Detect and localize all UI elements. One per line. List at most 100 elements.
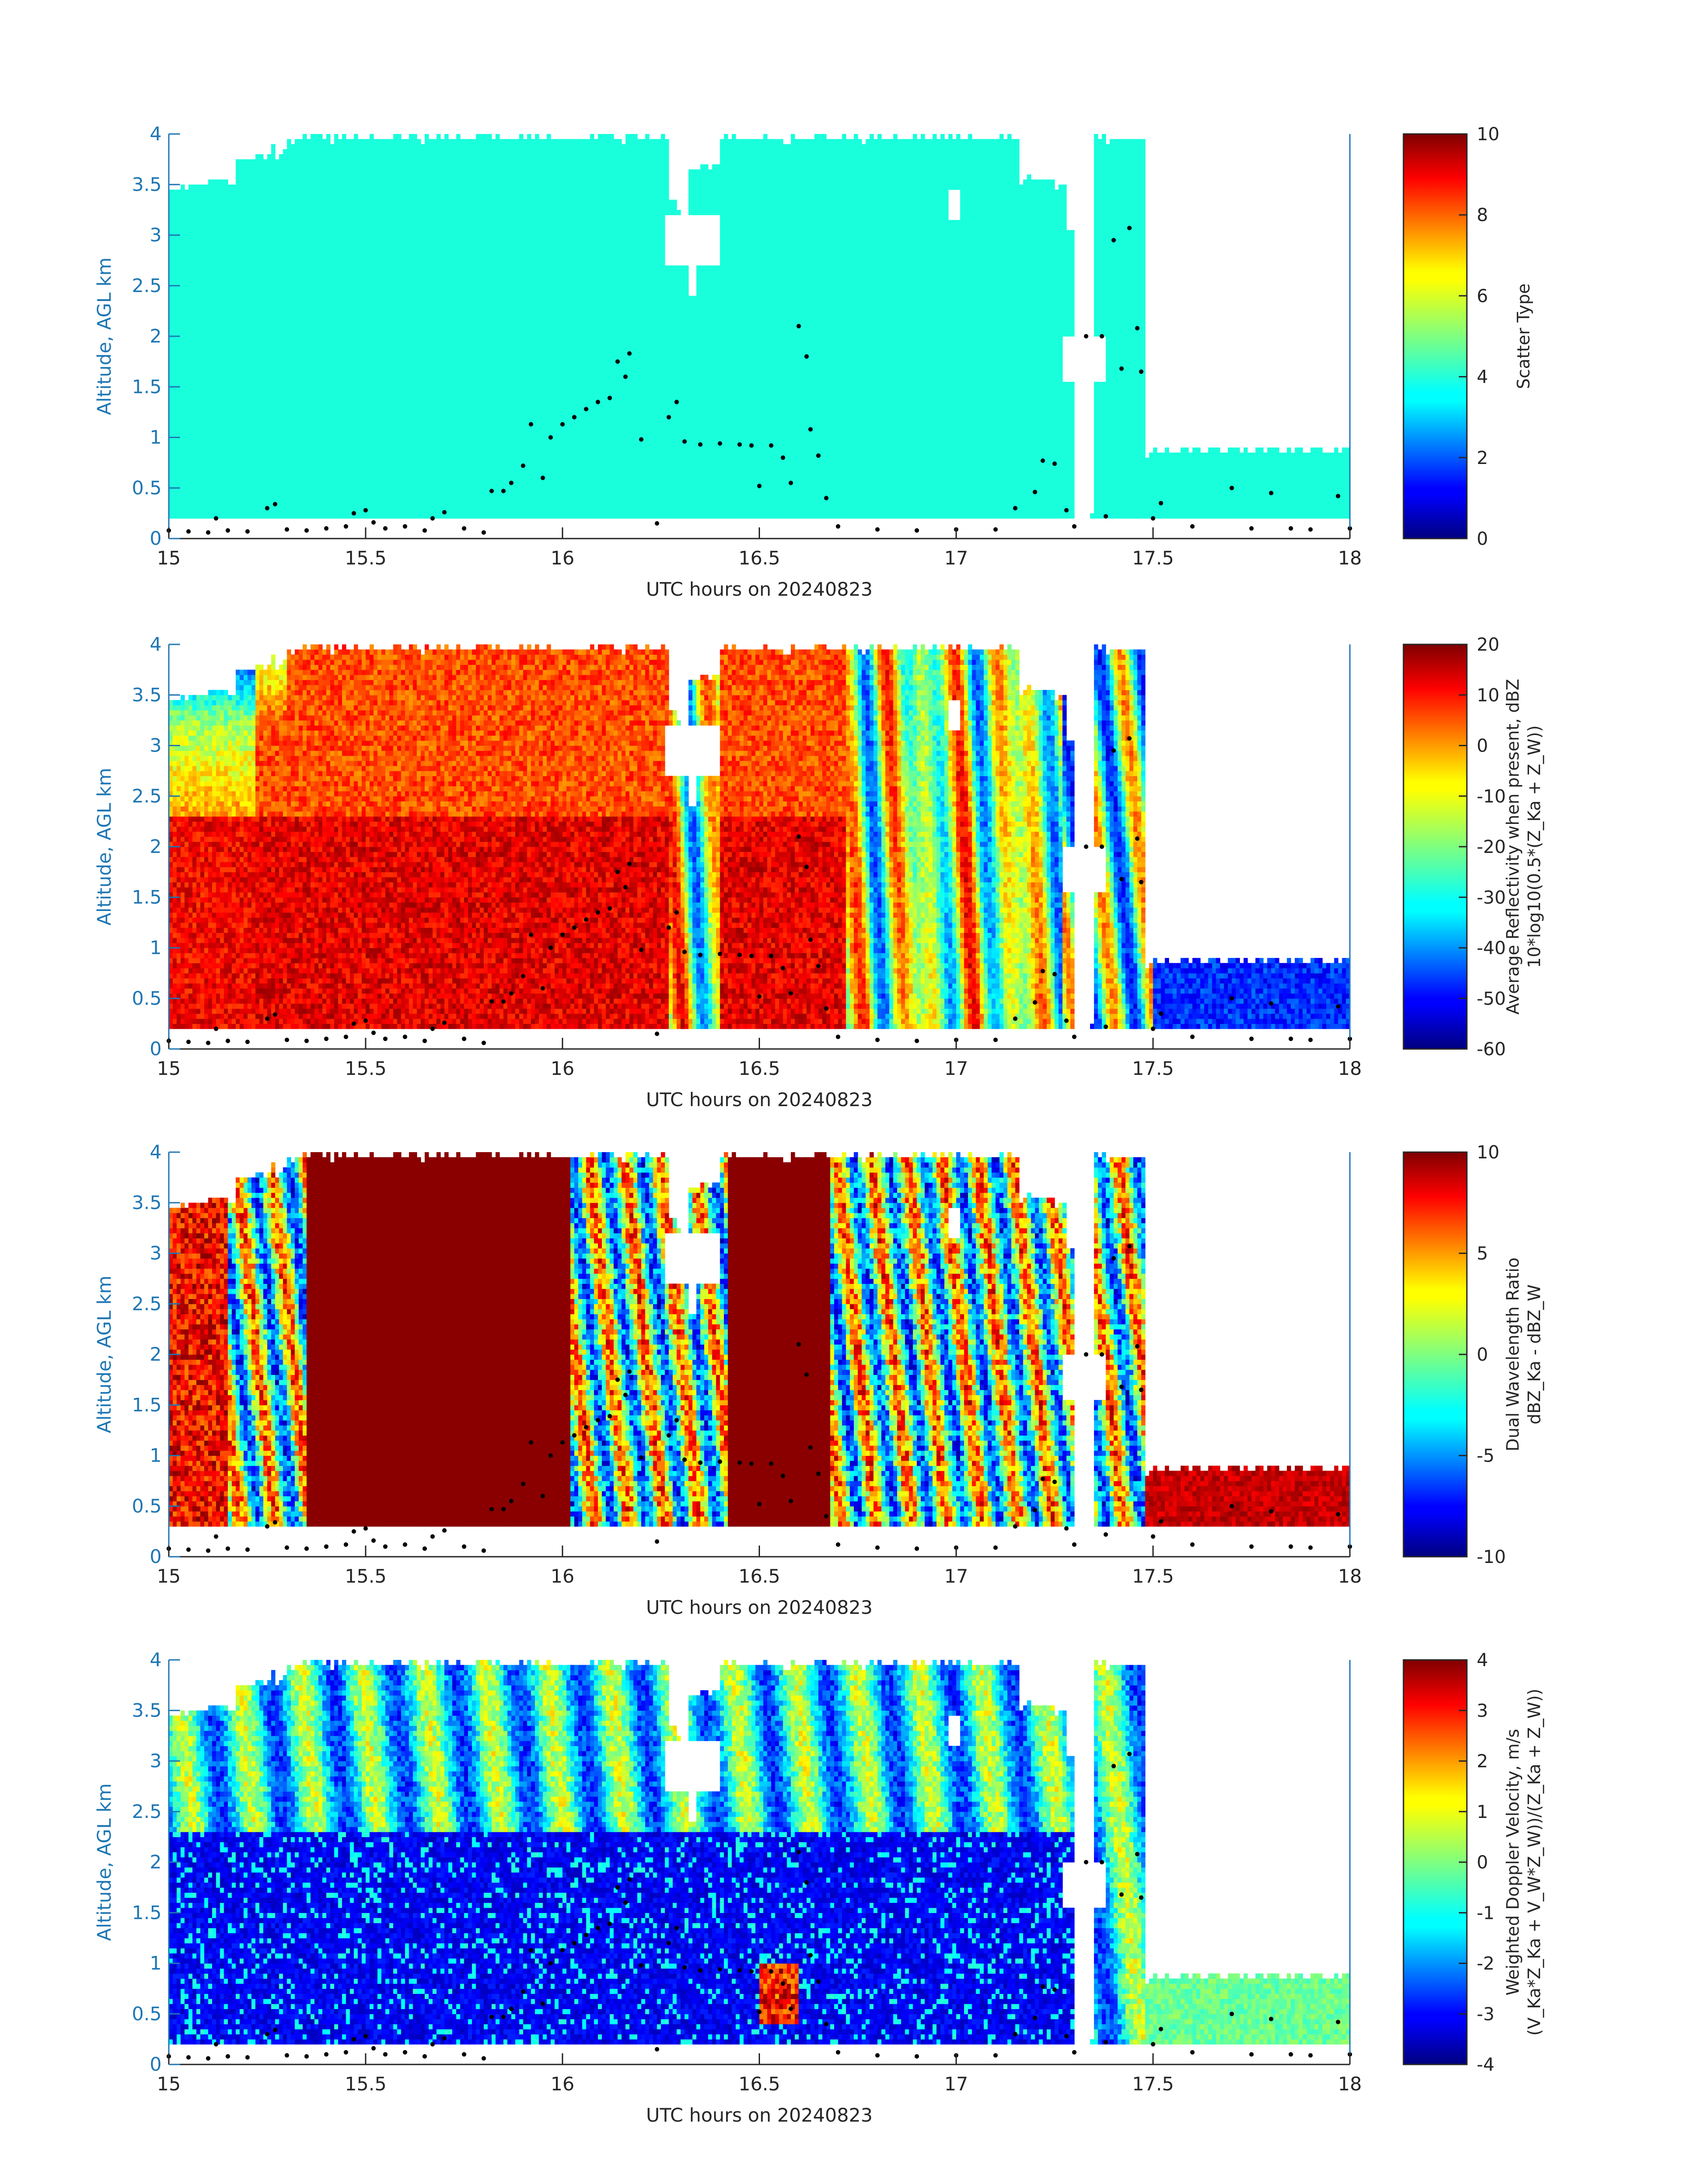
- heatmap-cell: [244, 493, 248, 498]
- heatmap-cell: [192, 372, 196, 377]
- heatmap-cell: [208, 190, 212, 195]
- heatmap-cell: [224, 306, 228, 311]
- heatmap-cell: [244, 265, 248, 271]
- heatmap-cell: [220, 316, 224, 322]
- heatmap-cell: [220, 331, 224, 337]
- heatmap-cell: [224, 200, 228, 205]
- heatmap-cell: [224, 432, 228, 438]
- heatmap-cell: [177, 190, 181, 195]
- heatmap-cell: [251, 503, 255, 509]
- heatmap-cell: [173, 356, 177, 362]
- heatmap-cell: [228, 362, 232, 367]
- heatmap-cell: [208, 468, 212, 473]
- heatmap-cell: [224, 498, 228, 503]
- heatmap-cell: [247, 503, 251, 509]
- heatmap-cell: [240, 280, 244, 286]
- heatmap-cell: [244, 402, 248, 407]
- heatmap-cell: [204, 321, 208, 326]
- heatmap-cell: [232, 316, 236, 322]
- heatmap-cell: [173, 351, 177, 357]
- heatmap-cell: [232, 362, 236, 367]
- heatmap-cell: [232, 503, 236, 509]
- heatmap-cell: [192, 483, 196, 488]
- heatmap-cell: [212, 387, 216, 392]
- heatmap-cell: [177, 422, 181, 428]
- heatmap-cell: [240, 301, 244, 306]
- heatmap-cell: [173, 265, 177, 271]
- heatmap-cell: [240, 331, 244, 337]
- heatmap-cell: [192, 220, 196, 226]
- heatmap-cell: [224, 245, 228, 251]
- heatmap-cell: [220, 326, 224, 331]
- heatmap-cell: [196, 306, 200, 311]
- heatmap-cell: [247, 321, 251, 326]
- heatmap-cell: [192, 184, 196, 190]
- heatmap-cell: [196, 473, 200, 478]
- heatmap-cell: [188, 230, 192, 235]
- heatmap-cell: [216, 200, 220, 205]
- heatmap-cell: [232, 210, 236, 215]
- heatmap-cell: [228, 397, 232, 402]
- heatmap-cell: [224, 205, 228, 210]
- heatmap-cell: [208, 443, 212, 448]
- heatmap-cell: [173, 422, 177, 428]
- heatmap-cell: [173, 200, 177, 205]
- heatmap-cell: [180, 493, 184, 498]
- heatmap-cell: [240, 220, 244, 226]
- heatmap-cell: [184, 473, 188, 478]
- heatmap-cell: [247, 362, 251, 367]
- heatmap-cell: [220, 220, 224, 226]
- heatmap-cell: [236, 382, 240, 387]
- heatmap-cell: [196, 260, 200, 266]
- heatmap-cell: [228, 235, 232, 241]
- heatmap-cell: [212, 296, 216, 301]
- heatmap-cell: [208, 508, 212, 514]
- heatmap-cell: [177, 417, 181, 422]
- heatmap-cell: [177, 245, 181, 251]
- heatmap-cell: [204, 443, 208, 448]
- heatmap-cell: [232, 240, 236, 246]
- heatmap-cell: [184, 341, 188, 347]
- heatmap-cell: [236, 230, 240, 235]
- heatmap-cell: [208, 372, 212, 377]
- heatmap-cell: [204, 356, 208, 362]
- heatmap-cell: [212, 271, 216, 276]
- heatmap-cell: [173, 488, 177, 493]
- heatmap-cell: [251, 387, 255, 392]
- heatmap-cell: [180, 205, 184, 210]
- heatmap-cell: [200, 438, 205, 443]
- heatmap-cell: [236, 225, 240, 230]
- heatmap-cell: [244, 508, 248, 514]
- heatmap-cell: [180, 422, 184, 428]
- heatmap-cell: [220, 407, 224, 413]
- heatmap-cell: [188, 503, 192, 509]
- heatmap-cell: [184, 190, 188, 195]
- heatmap-cell: [192, 200, 196, 205]
- heatmap-cell: [204, 220, 208, 226]
- heatmap-cell: [220, 225, 224, 230]
- heatmap-cell: [236, 169, 240, 175]
- heatmap-cell: [244, 447, 248, 453]
- heatmap-cell: [204, 488, 208, 493]
- heatmap-cell: [184, 392, 188, 397]
- heatmap-cell: [251, 478, 255, 483]
- heatmap-cell: [236, 260, 240, 266]
- heatmap-cell: [220, 508, 224, 514]
- heatmap-cell: [208, 296, 212, 301]
- heatmap-cell: [192, 417, 196, 422]
- heatmap-cell: [236, 286, 240, 291]
- heatmap-cell: [192, 286, 196, 291]
- heatmap-cell: [216, 387, 220, 392]
- heatmap-cell: [220, 387, 224, 392]
- heatmap-cell: [200, 260, 205, 266]
- heatmap-cell: [220, 367, 224, 372]
- heatmap-cell: [240, 452, 244, 458]
- heatmap-cell: [196, 240, 200, 246]
- heatmap-cell: [224, 356, 228, 362]
- heatmap-cell: [180, 265, 184, 271]
- heatmap-cell: [224, 291, 228, 296]
- heatmap-cell: [240, 180, 244, 185]
- heatmap-cell: [200, 367, 205, 372]
- heatmap-cell: [212, 478, 216, 483]
- heatmap-cell: [196, 235, 200, 241]
